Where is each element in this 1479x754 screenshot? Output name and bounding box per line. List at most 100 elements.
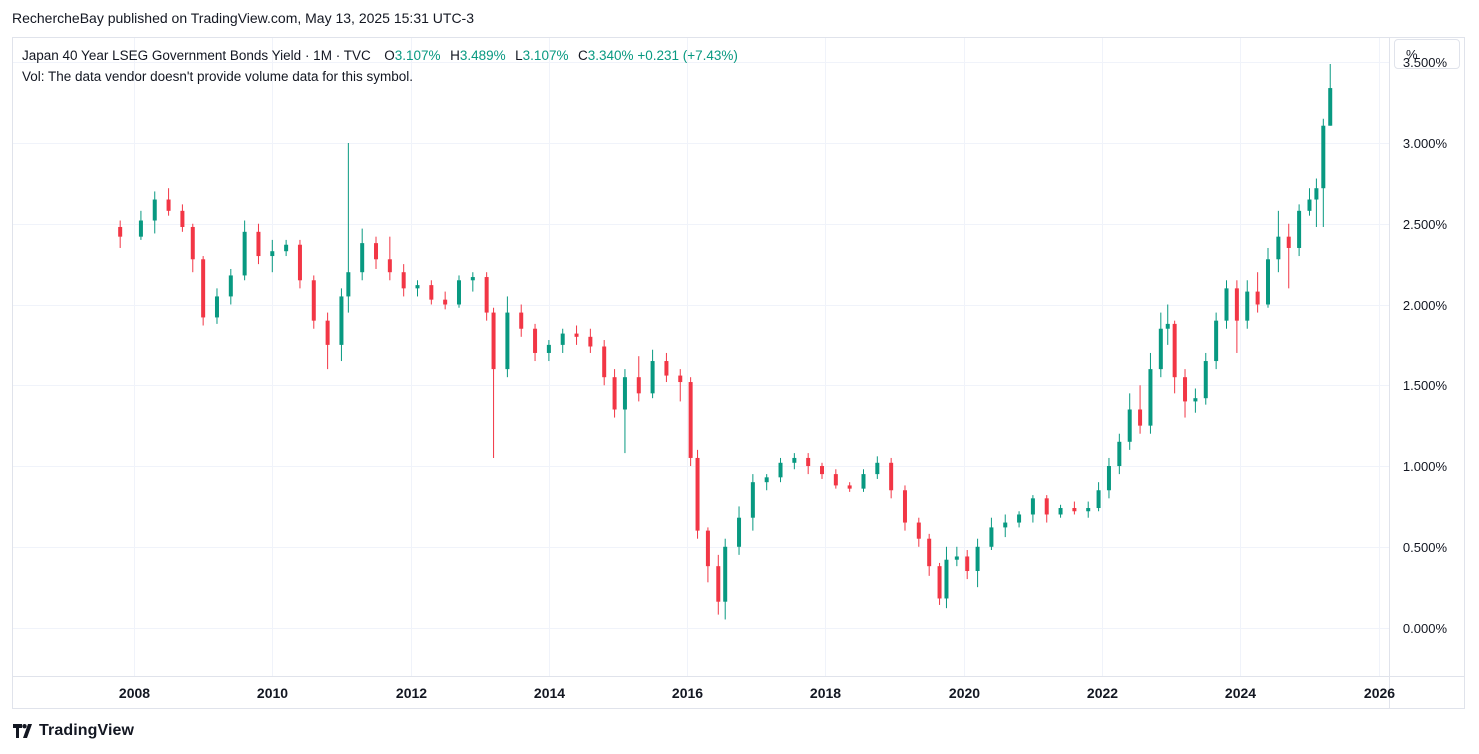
candle[interactable] bbox=[664, 352, 669, 383]
candle[interactable] bbox=[1183, 369, 1188, 418]
candle[interactable] bbox=[228, 268, 233, 305]
candle[interactable] bbox=[764, 474, 769, 491]
candle[interactable] bbox=[1321, 118, 1326, 227]
candle[interactable] bbox=[505, 296, 510, 378]
candle[interactable] bbox=[847, 482, 852, 492]
candle[interactable] bbox=[650, 349, 655, 399]
candle[interactable] bbox=[1234, 280, 1239, 353]
candle[interactable] bbox=[484, 272, 489, 321]
candle[interactable] bbox=[750, 474, 755, 531]
candle[interactable] bbox=[695, 449, 700, 539]
candle[interactable] bbox=[560, 328, 565, 353]
candle[interactable] bbox=[1138, 385, 1143, 434]
candle[interactable] bbox=[602, 340, 607, 386]
candle[interactable] bbox=[339, 288, 344, 362]
candle[interactable] bbox=[588, 328, 593, 353]
candle[interactable] bbox=[806, 453, 811, 475]
candle[interactable] bbox=[1307, 188, 1312, 216]
candle[interactable] bbox=[1165, 304, 1170, 345]
unit-selector-button[interactable]: % bbox=[1394, 39, 1460, 69]
candle[interactable] bbox=[387, 236, 392, 281]
candle[interactable] bbox=[861, 469, 866, 492]
candle[interactable] bbox=[533, 323, 538, 362]
candle[interactable] bbox=[916, 517, 921, 547]
candle[interactable] bbox=[214, 288, 219, 324]
candle[interactable] bbox=[1276, 210, 1281, 273]
candle[interactable] bbox=[622, 369, 627, 454]
candle[interactable] bbox=[256, 223, 261, 265]
candle[interactable] bbox=[716, 554, 721, 615]
candle[interactable] bbox=[519, 304, 524, 337]
candle[interactable] bbox=[1127, 393, 1132, 450]
candle[interactable] bbox=[374, 236, 379, 269]
candle[interactable] bbox=[118, 220, 123, 248]
candle[interactable] bbox=[1030, 495, 1035, 523]
candle[interactable] bbox=[429, 280, 434, 305]
candle[interactable] bbox=[944, 546, 949, 609]
candle[interactable] bbox=[737, 506, 742, 555]
candle[interactable] bbox=[1328, 64, 1333, 126]
candle[interactable] bbox=[902, 485, 907, 531]
candle[interactable] bbox=[1255, 272, 1260, 313]
candle[interactable] bbox=[1286, 223, 1291, 289]
candle[interactable] bbox=[927, 533, 932, 576]
candle[interactable] bbox=[470, 272, 475, 292]
candle[interactable] bbox=[1245, 280, 1250, 329]
candle[interactable] bbox=[975, 538, 980, 588]
candle[interactable] bbox=[190, 223, 195, 273]
candle[interactable] bbox=[1224, 280, 1229, 329]
candle[interactable] bbox=[778, 457, 783, 483]
candle[interactable] bbox=[792, 453, 797, 470]
candle[interactable] bbox=[965, 550, 970, 580]
candle[interactable] bbox=[546, 340, 551, 362]
candle[interactable] bbox=[1106, 457, 1111, 499]
candle[interactable] bbox=[688, 377, 693, 467]
candle[interactable] bbox=[833, 469, 838, 489]
candle[interactable] bbox=[284, 239, 289, 257]
candle[interactable] bbox=[1058, 504, 1063, 518]
candle[interactable] bbox=[705, 527, 710, 583]
candle[interactable] bbox=[242, 220, 247, 281]
candle[interactable] bbox=[1086, 501, 1091, 518]
candle[interactable] bbox=[723, 538, 728, 620]
candle[interactable] bbox=[138, 210, 143, 240]
price-axis[interactable]: 0.000% 0.500% 1.000% 1.500% 2.000% 2.500% 3.00… bbox=[1389, 38, 1448, 709]
candle[interactable] bbox=[401, 264, 406, 297]
candle[interactable] bbox=[937, 562, 942, 605]
candle[interactable] bbox=[574, 325, 579, 345]
candle[interactable] bbox=[636, 356, 641, 402]
tradingview-logo[interactable]: TradingView bbox=[13, 722, 134, 740]
candle[interactable] bbox=[1148, 352, 1153, 434]
candle[interactable] bbox=[1044, 495, 1049, 523]
candle[interactable] bbox=[612, 369, 617, 418]
symbol-description[interactable]: Japan 40 Year LSEG Government Bonds Yiel… bbox=[22, 48, 371, 63]
candle[interactable] bbox=[1297, 204, 1302, 257]
candle[interactable] bbox=[889, 457, 894, 499]
candle[interactable] bbox=[1117, 433, 1122, 475]
candle[interactable] bbox=[491, 307, 496, 458]
candle[interactable] bbox=[152, 191, 157, 234]
candle[interactable] bbox=[1193, 388, 1198, 413]
candle[interactable] bbox=[360, 228, 365, 281]
candle[interactable] bbox=[443, 291, 448, 310]
candle[interactable] bbox=[415, 280, 420, 297]
candle[interactable] bbox=[1158, 312, 1163, 378]
candle[interactable] bbox=[180, 204, 185, 232]
candle[interactable] bbox=[1072, 501, 1077, 515]
candle[interactable] bbox=[311, 275, 316, 329]
candle[interactable] bbox=[297, 239, 302, 289]
candle[interactable] bbox=[201, 256, 206, 326]
candle[interactable] bbox=[1172, 320, 1177, 394]
candle[interactable] bbox=[954, 546, 959, 567]
candle[interactable] bbox=[1203, 352, 1208, 405]
time-axis[interactable]: 2008 2010 2012 2014 2016 2018 2020 2022 2024 2026 bbox=[13, 676, 1465, 702]
candle[interactable] bbox=[166, 188, 171, 216]
candle[interactable] bbox=[1314, 178, 1319, 227]
candle[interactable] bbox=[270, 239, 275, 273]
candle[interactable] bbox=[325, 312, 330, 370]
candle[interactable] bbox=[346, 142, 351, 313]
candle[interactable] bbox=[678, 369, 683, 402]
candle[interactable] bbox=[1003, 514, 1008, 538]
candle[interactable] bbox=[875, 456, 880, 479]
